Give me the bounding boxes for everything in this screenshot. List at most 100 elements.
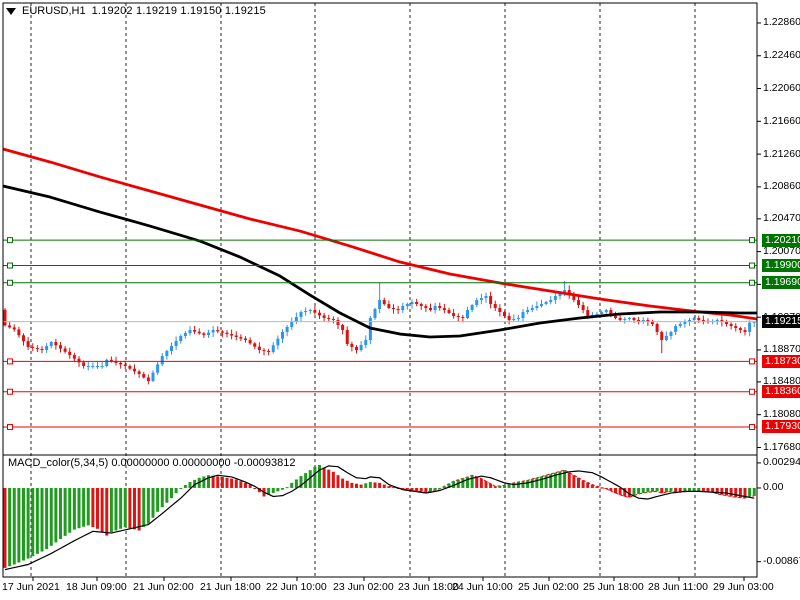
macd-histogram-bar	[253, 487, 257, 489]
candle-body	[359, 345, 363, 351]
macd-histogram-bar	[521, 481, 525, 488]
macd-histogram-bar	[627, 487, 631, 498]
candle-body	[669, 332, 673, 337]
candle-body	[327, 317, 331, 320]
macd-indicator-header: MACD_color(5,34,5) 0.00000000 0.00000000…	[8, 457, 295, 469]
macd-label: MACD_color(5,34,5)	[8, 457, 109, 469]
macd-histogram-bar	[327, 469, 331, 488]
macd-histogram-bar	[267, 487, 271, 495]
support-line-handle[interactable]	[749, 358, 755, 365]
resistance-line-handle[interactable]	[7, 237, 13, 244]
support-line-handle[interactable]	[749, 423, 755, 430]
support-line-handle[interactable]	[749, 388, 755, 395]
macd-histogram-bar	[234, 479, 238, 488]
candle-body	[211, 330, 215, 333]
macd-histogram-bar	[142, 487, 146, 528]
candle-body	[234, 335, 238, 338]
macd-histogram-bar	[447, 483, 451, 488]
candle-body	[276, 338, 280, 346]
support-line-handle[interactable]	[7, 388, 13, 395]
candle-body	[202, 333, 206, 336]
macd-histogram-bar	[641, 487, 645, 494]
macd-histogram-bar	[604, 487, 608, 489]
macd-histogram-bar	[595, 486, 599, 488]
candle-body	[373, 309, 377, 318]
candle-body	[558, 293, 562, 297]
candle-body	[350, 343, 354, 347]
macd-histogram-bar	[105, 487, 109, 536]
macd-histogram-bar	[489, 483, 493, 488]
resistance-line-handle[interactable]	[749, 262, 755, 269]
macd-histogram-bar	[498, 485, 502, 488]
macd-histogram-bar	[137, 487, 141, 531]
candle-body	[600, 312, 604, 314]
macd-histogram-bar	[170, 487, 173, 499]
candle-body	[63, 348, 67, 352]
candle-body	[734, 326, 738, 329]
macd-histogram-bar	[77, 487, 81, 529]
candle-body	[655, 323, 659, 333]
resistance-line-handle[interactable]	[7, 279, 13, 286]
candle-body	[220, 331, 224, 333]
candle-body	[526, 310, 530, 313]
candle-body	[530, 307, 534, 311]
candle-body	[493, 303, 497, 308]
support-line-handle[interactable]	[7, 358, 13, 365]
resistance-line-handle[interactable]	[749, 279, 755, 286]
candle-body	[447, 310, 451, 314]
candle-body	[225, 332, 229, 335]
candle-body	[743, 330, 747, 332]
macd-histogram-bar	[45, 487, 49, 550]
macd-histogram-bar	[387, 486, 391, 488]
macd-histogram-bar	[563, 470, 567, 488]
candle-body	[26, 341, 30, 347]
candle-body	[336, 320, 340, 326]
macd-histogram-bar	[220, 476, 224, 488]
candle-body	[392, 307, 395, 310]
candle-body	[77, 358, 81, 363]
macd-histogram-bar	[285, 487, 289, 489]
resistance-line-handle[interactable]	[749, 237, 755, 244]
macd-histogram-bar	[614, 487, 617, 494]
candle-body	[609, 310, 613, 317]
candle-body	[12, 327, 16, 330]
macd-histogram-bar	[516, 482, 520, 488]
macd-histogram-bar	[688, 487, 691, 492]
macd-histogram-bar	[63, 487, 67, 536]
candle-body	[304, 311, 308, 313]
candle-body	[197, 331, 201, 334]
macd-histogram-bar	[609, 487, 613, 491]
symbol-dropdown-icon[interactable]	[6, 7, 16, 15]
candle-body	[572, 295, 576, 301]
macd-histogram-bar	[590, 484, 594, 488]
candle-body	[396, 309, 400, 311]
candle-body	[516, 317, 520, 320]
macd-histogram-bar	[318, 465, 321, 488]
macd-histogram-bar	[637, 487, 641, 494]
candle-body	[627, 317, 631, 320]
support-line-handle[interactable]	[7, 423, 13, 430]
macd-histogram-bar	[461, 478, 465, 488]
macd-histogram-bar	[600, 487, 604, 489]
candle-body	[82, 362, 86, 367]
candle-body	[701, 320, 705, 322]
candle-body	[623, 319, 627, 321]
candle-body	[697, 317, 701, 321]
candle-body	[345, 330, 349, 344]
candle-body	[664, 336, 668, 341]
candle-body	[318, 312, 321, 316]
macd-histogram-bar	[378, 482, 382, 488]
macd-histogram-bar	[442, 486, 446, 488]
macd-histogram-bar	[276, 487, 280, 492]
resistance-line-handle[interactable]	[7, 262, 13, 269]
macd-histogram-bar	[230, 478, 234, 488]
candle-body	[604, 310, 608, 313]
macd-histogram-bar	[156, 487, 160, 512]
macd-histogram-bar	[123, 487, 127, 528]
macd-histogram-bar	[239, 481, 243, 488]
macd-histogram-bar	[567, 472, 571, 488]
candle-body	[410, 302, 414, 305]
candle-body	[207, 332, 210, 336]
macd-histogram-bar	[211, 475, 215, 488]
